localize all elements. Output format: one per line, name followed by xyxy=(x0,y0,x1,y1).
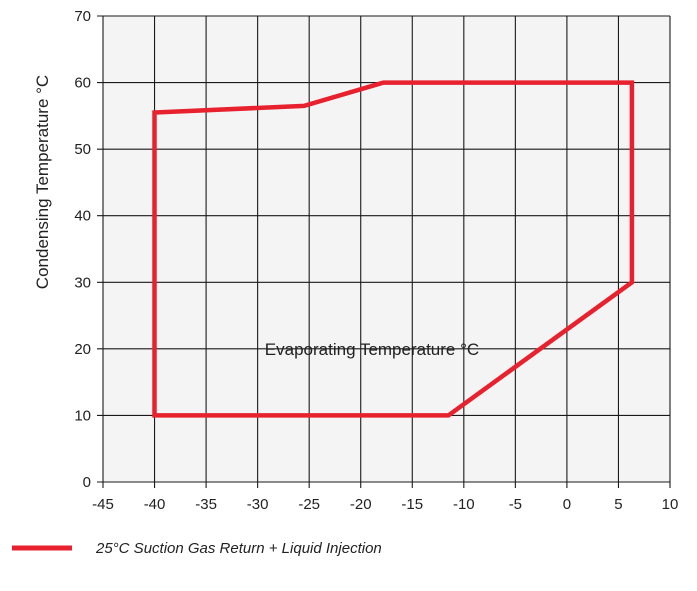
x-tick-labels: -45 -40 -35 -30 -25 -20 -15 -10 -5 0 5 10 xyxy=(92,496,678,513)
x-tick-label: -25 xyxy=(298,496,320,513)
y-tick-label: 30 xyxy=(74,274,91,291)
x-tick-label: -40 xyxy=(144,496,166,513)
y-tick-label: 50 xyxy=(74,141,91,158)
x-tick-label: -15 xyxy=(401,496,423,513)
y-tick-labels: 0 10 20 30 40 50 60 70 xyxy=(74,8,91,491)
y-tick-label: 20 xyxy=(74,341,91,358)
x-tick-label: 5 xyxy=(614,496,622,513)
series-group xyxy=(152,80,635,418)
x-tick-label: -5 xyxy=(509,496,522,513)
y-tick-label: 40 xyxy=(74,208,91,225)
x-tick-label: -35 xyxy=(195,496,217,513)
x-tick-label: -30 xyxy=(247,496,269,513)
x-tick-label: 0 xyxy=(563,496,571,513)
y-axis-label: Condensing Temperature °C xyxy=(33,75,52,289)
envelope-series-line xyxy=(152,80,635,418)
x-axis-label: Evaporating Temperature °C xyxy=(265,340,479,359)
y-tick-label: 0 xyxy=(83,474,91,491)
x-tick-label: -45 xyxy=(92,496,114,513)
x-tick-label: -10 xyxy=(453,496,475,513)
y-tick-label: 10 xyxy=(74,407,91,424)
plot-area xyxy=(103,16,670,482)
legend-label: 25°C Suction Gas Return + Liquid Injecti… xyxy=(95,540,382,557)
x-tick-label: 10 xyxy=(662,496,679,513)
y-tick-label: 60 xyxy=(74,75,91,92)
y-tick-label: 70 xyxy=(74,8,91,25)
x-tick-label: -20 xyxy=(350,496,372,513)
